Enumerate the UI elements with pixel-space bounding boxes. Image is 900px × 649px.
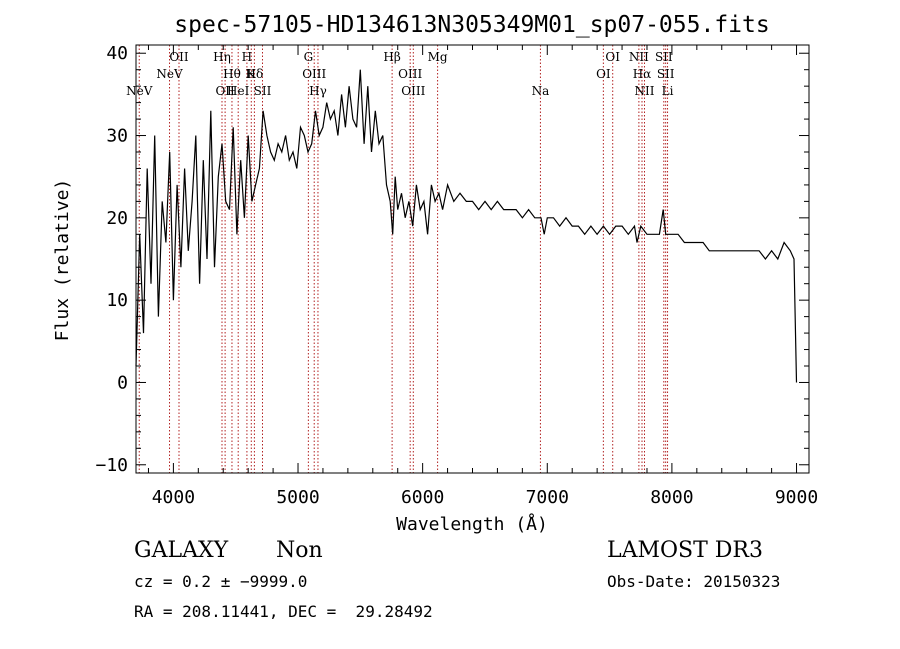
redshift-cz: cz = 0.2 ± −9999.0 (134, 572, 308, 591)
emission-line-label: SII (657, 67, 675, 81)
chart-title: spec-57105-HD134613N305349M01_sp07-055.f… (174, 12, 769, 38)
y-axis-ticks: −10 0 10 20 30 40 (95, 43, 809, 476)
x-tick-label: 6000 (401, 487, 444, 508)
plot-frame (135, 44, 810, 474)
emission-line-label: K (247, 67, 257, 81)
object-class: GALAXY (134, 538, 229, 563)
x-tick-label: 5000 (276, 487, 319, 508)
y-tick-label: 0 (117, 372, 128, 393)
emission-line-label: SII (655, 50, 673, 64)
emission-line-label: Hθ (223, 67, 241, 81)
emission-line-label: OIII (401, 84, 425, 98)
emission-line-label: G (304, 50, 314, 64)
emission-line-label: NeV (156, 67, 183, 81)
emission-line-label: OI (605, 50, 620, 64)
emission-line-label: H (242, 50, 252, 64)
emission-line-label: Na (532, 84, 550, 98)
observation-date: Obs-Date: 20150323 (607, 572, 781, 591)
x-tick-label: 7000 (526, 487, 569, 508)
emission-line-markers (138, 45, 669, 473)
survey-name: LAMOST DR3 (607, 538, 763, 563)
y-tick-label: 20 (106, 208, 128, 229)
y-tick-label: 40 (106, 43, 128, 64)
x-tick-label: 4000 (152, 487, 195, 508)
emission-line-label: Hγ (309, 84, 327, 98)
emission-line-label: OIII (302, 67, 326, 81)
emission-line-label: Mg (428, 50, 448, 64)
emission-line-label: Hδ (246, 67, 264, 81)
y-axis-label: Flux (relative) (52, 179, 73, 342)
emission-line-label: Li (662, 84, 674, 98)
emission-line-label: Hα (633, 67, 652, 81)
spectrum-line (135, 69, 798, 383)
emission-line-label: Hβ (383, 50, 400, 64)
x-tick-label: 9000 (775, 487, 818, 508)
emission-line-label: OIII (398, 67, 422, 81)
emission-line-label: OI (596, 67, 611, 81)
y-tick-label: 30 (106, 126, 128, 147)
emission-line-label: OII (169, 50, 189, 64)
emission-line-label: OII (215, 84, 235, 98)
emission-line-label: SII (254, 84, 272, 98)
x-axis-label: Wavelength (Å) (396, 513, 548, 535)
emission-line-label: NII (629, 50, 649, 64)
y-tick-label: −10 (95, 455, 128, 476)
x-tick-label: 8000 (650, 487, 693, 508)
emission-line-label: NII (634, 84, 654, 98)
sky-coordinates: RA = 208.11441, DEC = 29.28492 (134, 602, 433, 621)
x-axis-ticks: 4000 5000 6000 7000 8000 9000 (147, 45, 818, 508)
y-tick-label: 10 (106, 290, 128, 311)
object-subclass: Non (276, 538, 323, 563)
emission-line-label: NeV (126, 84, 153, 98)
emission-line-label: Hη (213, 50, 231, 64)
emission-line-label: HeI (227, 84, 250, 98)
